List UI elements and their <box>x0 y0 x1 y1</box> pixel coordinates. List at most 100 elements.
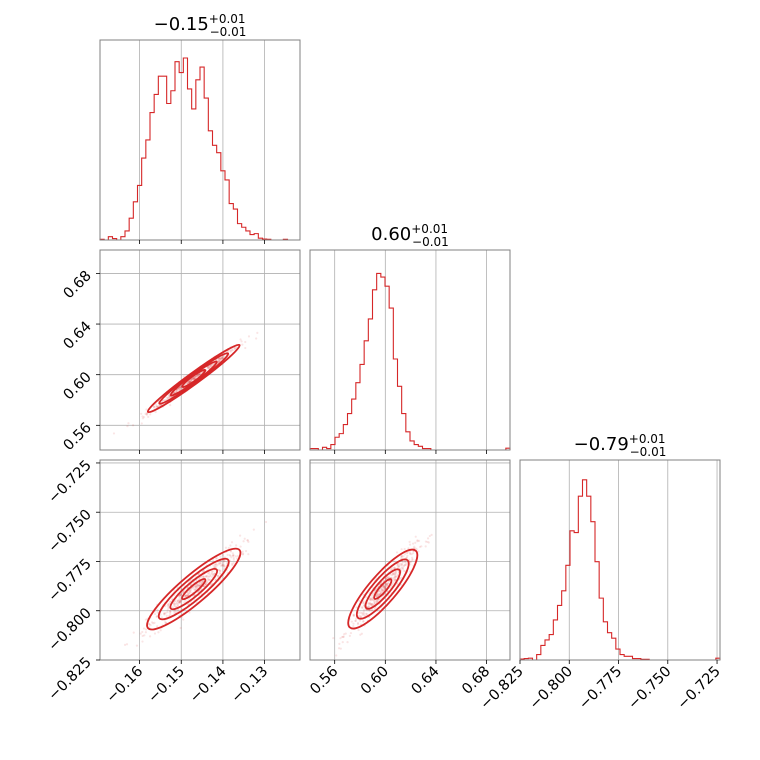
sample-point <box>369 603 373 606</box>
sample-point <box>192 377 195 380</box>
sample-point <box>202 575 205 578</box>
sample-point <box>189 590 192 593</box>
sample-point <box>170 598 174 601</box>
sample-point <box>195 374 198 378</box>
sample-point <box>381 588 384 592</box>
sample-point <box>186 594 189 597</box>
sample-point <box>383 585 386 588</box>
sample-point <box>220 356 223 359</box>
sample-point <box>202 575 206 578</box>
sample-point <box>184 599 187 602</box>
sample-point <box>182 618 185 621</box>
sample-point <box>215 556 218 560</box>
sample-point <box>415 548 418 551</box>
histogram-panel-0 <box>99 39 301 241</box>
sample-point <box>371 593 374 596</box>
sample-point <box>414 535 417 538</box>
sample-point <box>144 631 147 634</box>
sample-point <box>407 547 410 550</box>
sample-point <box>188 589 192 592</box>
sample-point <box>215 564 219 567</box>
sample-point <box>179 386 182 389</box>
sample-point <box>126 425 129 428</box>
sample-point <box>400 566 403 570</box>
sample-point <box>362 620 365 623</box>
sample-point <box>229 349 233 352</box>
sample-point <box>207 367 210 370</box>
sample-point <box>358 614 361 617</box>
sample-point <box>194 376 197 379</box>
sample-point <box>247 335 251 338</box>
sample-point <box>362 608 366 611</box>
sample-point <box>242 540 245 543</box>
sample-point <box>156 608 159 612</box>
sample-point <box>196 585 199 588</box>
sample-point <box>352 624 355 628</box>
sample-point <box>188 380 191 383</box>
histogram-2 <box>519 479 721 661</box>
sample-point <box>144 618 148 621</box>
sample-point <box>218 571 221 574</box>
sample-point <box>380 589 384 592</box>
sample-point <box>214 563 217 566</box>
sample-point <box>381 589 384 592</box>
sample-point <box>409 560 413 563</box>
sample-point <box>215 563 218 566</box>
sample-point <box>223 565 226 568</box>
sample-point <box>141 634 144 638</box>
sample-point <box>362 601 365 604</box>
sample-point <box>195 585 198 588</box>
sample-point <box>123 643 127 646</box>
sample-point <box>229 554 232 557</box>
histogram-panel-1 <box>309 249 511 451</box>
sample-point <box>376 594 379 597</box>
y-tick-label: 0.64 <box>61 319 95 353</box>
sample-point <box>175 390 178 393</box>
sample-point <box>176 603 179 606</box>
sample-point <box>173 610 176 613</box>
y-tick-label: −0.800 <box>46 605 95 654</box>
sample-point <box>152 622 155 625</box>
sample-point <box>185 594 188 598</box>
sample-point <box>403 560 407 563</box>
sample-point <box>219 564 223 567</box>
scatter-panel <box>99 249 301 451</box>
sample-point <box>156 611 159 614</box>
sample-point <box>169 614 172 617</box>
sample-point <box>402 569 405 572</box>
sample-point <box>141 417 145 420</box>
sample-point <box>177 598 180 602</box>
sample-point <box>178 594 181 598</box>
sample-point <box>411 559 414 562</box>
sample-point <box>167 603 170 606</box>
sample-point <box>361 613 364 617</box>
sample-point <box>155 615 158 618</box>
sample-point <box>355 606 358 609</box>
sample-point <box>405 552 408 555</box>
sample-point <box>371 586 374 589</box>
sample-point <box>141 630 144 634</box>
sample-point <box>354 619 357 622</box>
sample-point <box>367 603 370 606</box>
sample-point <box>190 378 193 381</box>
sample-point <box>379 592 382 595</box>
contour-level <box>181 368 207 388</box>
sample-point <box>417 539 421 542</box>
sample-point <box>112 432 116 435</box>
sample-point <box>183 595 186 598</box>
sample-point <box>218 358 221 361</box>
sample-point <box>176 599 179 603</box>
sample-point <box>198 584 201 587</box>
sample-point <box>179 626 182 630</box>
sample-point <box>368 602 372 605</box>
sample-point <box>201 581 204 584</box>
contour-level <box>158 352 230 405</box>
sample-point <box>416 539 419 542</box>
sample-point <box>182 375 185 378</box>
sample-point <box>235 544 238 547</box>
sample-point <box>241 553 245 556</box>
sample-point <box>176 609 180 612</box>
sample-point <box>338 642 341 646</box>
sample-point <box>354 619 357 623</box>
sample-point <box>171 606 174 609</box>
